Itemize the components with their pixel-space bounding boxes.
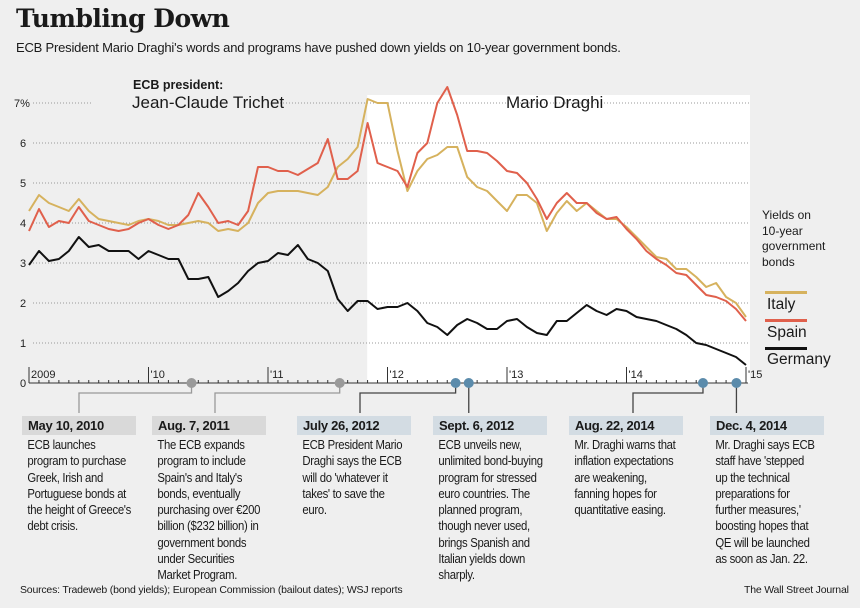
annotation-marker-dot xyxy=(697,378,708,388)
legend-label-germany: Germany xyxy=(767,351,831,368)
legend-title: Yields on 10-year government bonds xyxy=(762,208,826,269)
annotation-text: ECB unveils new, unlimited bond-buying p… xyxy=(438,438,543,583)
gridlines: 0 1 2 3 4 5 6 7% xyxy=(14,98,750,390)
y-tick-label: 6 xyxy=(20,138,26,150)
legend-label-italy: Italy xyxy=(767,296,796,313)
annotation-jul-2012: July 26, 2012 ECB President Mario Draghi… xyxy=(297,416,411,518)
annotation-text: ECB President Mario Draghi says the ECB … xyxy=(302,438,403,518)
annotation-date: Aug. 22, 2014 xyxy=(569,416,683,435)
legend-swatch-italy xyxy=(765,291,807,294)
annotation-connector xyxy=(214,383,341,413)
publisher-credit: The Wall Street Journal xyxy=(744,584,849,596)
series-line-germany xyxy=(28,236,747,366)
annotation-date: May 10, 2010 xyxy=(22,416,136,435)
y-tick-label: 4 xyxy=(20,218,26,230)
era-heading: ECB president: xyxy=(133,78,224,92)
y-tick-label: 7% xyxy=(14,98,30,110)
annotation-marker-dot xyxy=(450,378,461,388)
y-tick-label: 5 xyxy=(20,178,26,190)
annotation-text: The ECB expands program to include Spain… xyxy=(157,438,261,583)
era-label-draghi: Mario Draghi xyxy=(506,93,604,112)
annotation-aug-2011: Aug. 7, 2011 The ECB expands program to … xyxy=(152,416,266,584)
annotation-date: Aug. 7, 2011 xyxy=(152,416,266,435)
legend-label-spain: Spain xyxy=(767,324,807,341)
sources-note: Sources: Tradeweb (bond yields); Europea… xyxy=(20,584,403,596)
x-tick-label: '10 xyxy=(151,369,165,381)
y-tick-label: 2 xyxy=(20,298,26,310)
y-tick-label: 3 xyxy=(20,258,26,270)
chart-subtitle: ECB President Mario Draghi's words and p… xyxy=(16,40,621,55)
legend-swatch-spain xyxy=(765,319,807,322)
legend-swatch-germany xyxy=(765,347,807,350)
annotation-markers xyxy=(186,378,742,388)
chart-title: Tumbling Down xyxy=(16,4,230,33)
annotation-dec-2014: Dec. 4, 2014 Mr. Draghi says ECB staff h… xyxy=(710,416,824,567)
x-tick-label: '13 xyxy=(509,369,523,381)
annotation-connector xyxy=(78,383,193,413)
y-tick-label: 1 xyxy=(20,338,26,350)
series-line-spain xyxy=(28,86,747,322)
x-tick-label: '12 xyxy=(390,369,404,381)
annotation-date: Dec. 4, 2014 xyxy=(710,416,824,435)
era-label-trichet: Jean-Claude Trichet xyxy=(132,93,285,112)
annotation-marker-dot xyxy=(186,378,197,388)
x-tick-label: 2009 xyxy=(31,369,55,381)
x-axis: 2009 '10 '11 '12 '13 '14 '15 xyxy=(28,367,762,384)
series-lines xyxy=(28,86,747,366)
x-tick-label: '15 xyxy=(748,369,762,381)
x-tick-label: '11 xyxy=(270,369,284,381)
annotation-text: Mr. Draghi says ECB staff have 'stepped … xyxy=(715,438,815,567)
annotation-connectors xyxy=(78,383,738,413)
y-tick-label: 0 xyxy=(20,378,26,390)
annotation-text: Mr. Draghi warns that inflation expectat… xyxy=(574,438,676,518)
annotation-marker-dot xyxy=(463,378,474,388)
x-tick-label: '14 xyxy=(629,369,643,381)
annotation-date: Sept. 6, 2012 xyxy=(433,416,547,435)
annotation-sep-2012: Sept. 6, 2012 ECB unveils new, unlimited… xyxy=(433,416,547,584)
annotation-date: July 26, 2012 xyxy=(297,416,411,435)
annotation-connector xyxy=(632,383,704,413)
annotation-may-2010: May 10, 2010 ECB launches program to pur… xyxy=(22,416,136,535)
annotation-marker-dot xyxy=(731,378,742,388)
annotation-aug-2014: Aug. 22, 2014 Mr. Draghi warns that infl… xyxy=(569,416,683,518)
annotation-text: ECB launches program to purchase Greek, … xyxy=(27,438,132,534)
annotation-connector xyxy=(359,383,457,413)
annotation-marker-dot xyxy=(334,378,345,388)
